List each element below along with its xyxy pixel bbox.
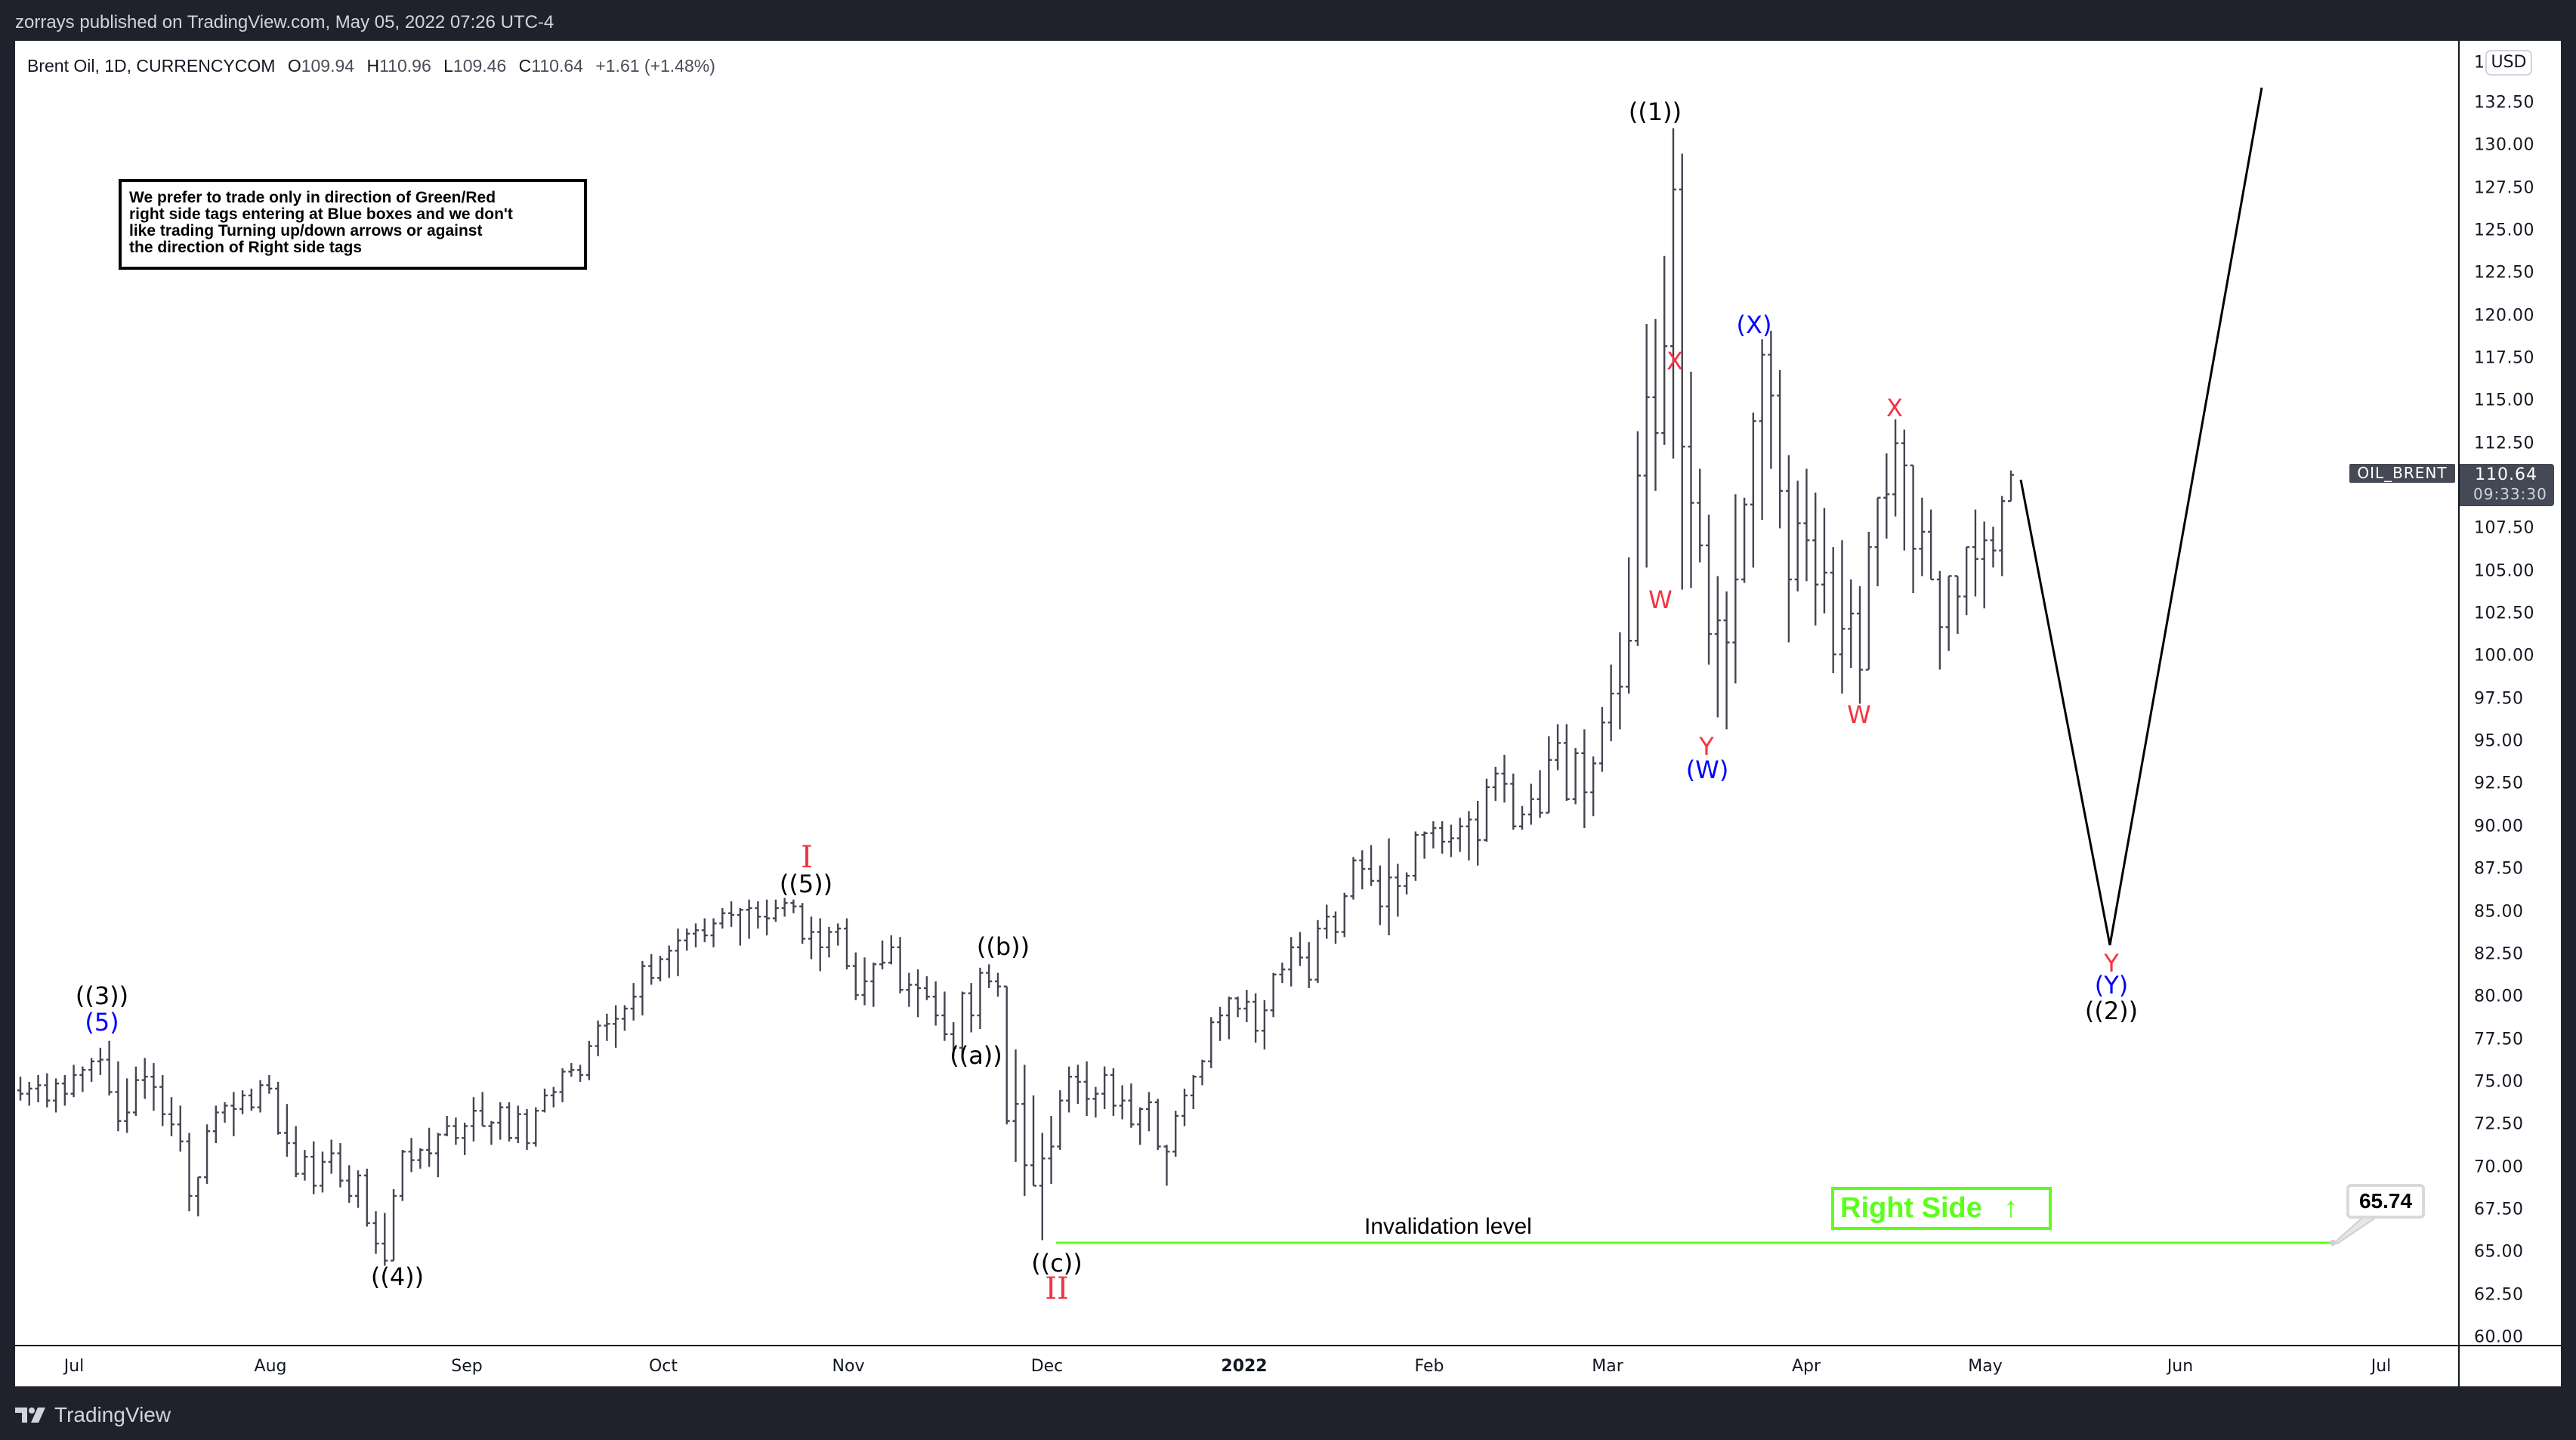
bar-countdown: 09:33:30	[2473, 485, 2547, 503]
note-line: We prefer to trade only in direction of …	[129, 189, 496, 206]
price-tick-label: 102.50	[2474, 604, 2534, 623]
invalidation-text[interactable]: Invalidation level	[1364, 1214, 1532, 1239]
tradingview-brand: TradingView	[54, 1403, 171, 1426]
currency-button[interactable]: USD	[2485, 50, 2532, 76]
time-tick-label: Nov	[832, 1357, 865, 1376]
price-tick-label: 72.50	[2474, 1114, 2524, 1134]
wave-label-x-blue[interactable]: (X)	[1736, 311, 1772, 339]
price-tick-label: 125.00	[2474, 221, 2534, 240]
legend-change: +1.61 (+1.48%)	[595, 56, 715, 76]
price-tick-label: 92.50	[2474, 774, 2524, 793]
time-tick-label: Apr	[1791, 1357, 1821, 1376]
price-tick-label: 120.00	[2474, 306, 2534, 326]
time-tick-label: Jul	[63, 1357, 85, 1376]
arrow-up-icon: ↑	[2003, 1192, 2018, 1224]
time-axis-border	[15, 1345, 2561, 1346]
price-tick-label: 105.00	[2474, 561, 2534, 581]
invalidation-price-callout[interactable]: 65.74	[2346, 1184, 2425, 1219]
legend-low: L109.46	[443, 56, 507, 76]
roman-label-I[interactable]: I	[801, 840, 813, 875]
price-tick-label: 82.50	[2474, 944, 2524, 964]
tradingview-logo[interactable]: TradingView	[15, 1401, 171, 1429]
wave-label-y-blue[interactable]: (Y)	[2094, 971, 2129, 1000]
price-tick-label: 87.50	[2474, 859, 2524, 879]
time-tick-label: Dec	[1030, 1357, 1064, 1376]
note-line: the direction of Right side tags	[129, 239, 363, 256]
wave-label-c[interactable]: ((c))	[1031, 1249, 1083, 1278]
price-tick-label: 67.50	[2474, 1200, 2524, 1219]
wave-label-b[interactable]: ((b))	[976, 932, 1030, 961]
price-tick-label: 65.00	[2474, 1242, 2524, 1262]
top-bar: zorrays published on TradingView.com, Ma…	[0, 0, 2576, 41]
wave-label-1[interactable]: ((1))	[1628, 97, 1682, 126]
note-line: right side tags entering at Blue boxes a…	[129, 205, 513, 223]
last-price-value: 110.64	[2475, 465, 2537, 484]
price-tick-label: 60.00	[2474, 1327, 2524, 1347]
legend-symbol[interactable]: Brent Oil, 1D, CURRENCYCOM	[27, 56, 276, 76]
price-tick-label: 132.50	[2474, 93, 2534, 113]
time-tick-label: 2022	[1221, 1357, 1268, 1376]
wave-label-3[interactable]: ((3))	[75, 981, 129, 1010]
time-tick-label: Mar	[1592, 1357, 1623, 1376]
wave-label-y-red-2[interactable]: Y	[2104, 949, 2119, 978]
wave-label-y-red[interactable]: Y	[1699, 732, 1714, 761]
wave-label-x-red-2[interactable]: X	[1886, 394, 1903, 422]
note-line: like trading Turning up/down arrows or a…	[129, 222, 483, 239]
legend-open: O109.94	[287, 56, 355, 76]
price-tick-label: 70.00	[2474, 1157, 2524, 1177]
tradingview-logo-icon	[15, 1408, 45, 1423]
time-tick-label: Jul	[2371, 1357, 2392, 1376]
price-tick-label: 62.50	[2474, 1285, 2524, 1305]
time-tick-label: May	[1968, 1357, 2003, 1376]
time-tick-label: Feb	[1414, 1357, 1444, 1376]
price-tick-label: 77.50	[2474, 1030, 2524, 1049]
right-side-tag[interactable]: Right Side ↑	[1831, 1187, 2052, 1230]
time-tick-label: Aug	[254, 1357, 287, 1376]
price-tick-label: 97.50	[2474, 689, 2524, 709]
wave-label-5[interactable]: ((5))	[779, 870, 833, 898]
wave-label-a[interactable]: ((a))	[950, 1041, 1002, 1070]
wave-label-2[interactable]: ((2))	[2084, 997, 2139, 1025]
wave-label-x-red[interactable]: X	[1666, 347, 1683, 375]
symbol-tag: OIL_BRENT	[2349, 464, 2455, 483]
wave-label-w-blue[interactable]: (W)	[1685, 756, 1729, 784]
price-axis-border	[2458, 41, 2460, 1386]
wave-label-w-red-2[interactable]: W	[1847, 700, 1871, 729]
strategy-note[interactable]: We prefer to trade only in direction of …	[119, 179, 587, 270]
time-tick-label: Sep	[451, 1357, 483, 1376]
price-tick-label: 107.50	[2474, 518, 2534, 538]
callout-pointer	[2332, 1216, 2380, 1245]
time-tick-label: Oct	[648, 1357, 678, 1376]
wave-label-4[interactable]: ((4))	[370, 1262, 425, 1291]
right-side-label: Right Side	[1840, 1192, 1982, 1224]
last-price-tag: 110.64 09:33:30	[2460, 464, 2554, 506]
symbol-legend: Brent Oil, 1D, CURRENCYCOM O109.94 H110.…	[27, 56, 723, 76]
price-tick-label: 115.00	[2474, 391, 2534, 410]
price-tick-label: 75.00	[2474, 1072, 2524, 1092]
ohlc-bars	[17, 128, 2014, 1266]
legend-close: C110.64	[518, 56, 583, 76]
projection-path[interactable]	[2019, 87, 2263, 946]
price-tick-label: 130.00	[2474, 135, 2534, 155]
price-tick-label: 95.00	[2474, 731, 2524, 751]
price-tick-label: 112.50	[2474, 434, 2534, 453]
wave-label-5-minor[interactable]: (5)	[85, 1008, 119, 1037]
price-tick-label: 117.50	[2474, 348, 2534, 368]
callout-anchor-dot	[2330, 1240, 2336, 1246]
price-tick-label: 80.00	[2474, 987, 2524, 1006]
price-tick-label: 85.00	[2474, 902, 2524, 921]
price-tick-label: 90.00	[2474, 817, 2524, 836]
legend-high: H110.96	[366, 56, 431, 76]
price-tick-label: 127.50	[2474, 178, 2534, 198]
price-tick-label: 100.00	[2474, 646, 2534, 666]
price-tick-label: 122.50	[2474, 263, 2534, 283]
time-tick-label: Jun	[2167, 1357, 2194, 1376]
wave-label-w-red[interactable]: W	[1648, 586, 1673, 614]
roman-label-II[interactable]: II	[1045, 1272, 1069, 1306]
published-text: zorrays published on TradingView.com, Ma…	[15, 12, 554, 32]
